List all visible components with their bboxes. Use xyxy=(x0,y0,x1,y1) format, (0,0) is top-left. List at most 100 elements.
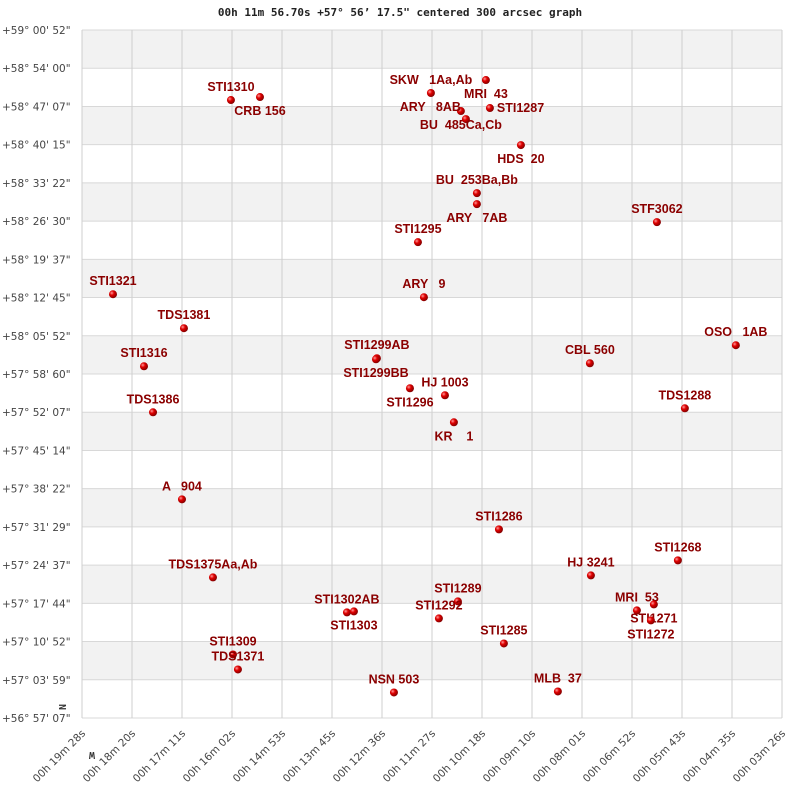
y-tick-label: +56° 57' 07" xyxy=(2,713,71,725)
star-label: HDS 20 xyxy=(497,152,544,166)
star-marker xyxy=(255,93,264,102)
star-label: MRI 53 xyxy=(615,590,659,604)
y-tick-label: +59° 00' 52" xyxy=(2,25,71,37)
star: STI1285 xyxy=(480,623,528,648)
star-label: CBL 560 xyxy=(565,343,615,357)
star: MRI 53 xyxy=(615,590,659,615)
star: STF3062 xyxy=(631,202,683,227)
star-marker xyxy=(228,650,237,659)
star: STI1292 xyxy=(415,598,463,623)
star-marker xyxy=(731,341,740,350)
star: STI1268 xyxy=(654,540,702,565)
star-marker xyxy=(434,614,443,623)
star: SKW 1Aa,Ab xyxy=(390,73,473,98)
north-marker: N xyxy=(56,704,67,710)
star: STI1299BB xyxy=(343,355,409,380)
star: MRI 43 xyxy=(464,76,508,101)
star: ARY 7AB xyxy=(446,200,507,225)
star: CBL 560 xyxy=(565,343,615,368)
star-marker xyxy=(419,293,428,302)
star-label: STI1292 xyxy=(415,598,462,612)
star-marker xyxy=(586,571,595,580)
star-label: MRI 43 xyxy=(464,87,508,101)
star: TDS1375Aa,Ab xyxy=(169,557,258,582)
star-label: NSN 503 xyxy=(369,672,420,686)
star-label: STI1309 xyxy=(209,634,256,648)
star: STI1295 xyxy=(394,222,442,247)
star-marker xyxy=(426,89,435,98)
grid-lines xyxy=(81,29,783,719)
star: MLB 37 xyxy=(534,671,582,696)
star: STI1309 xyxy=(209,634,257,659)
star: BU 485Ca,Cb xyxy=(420,107,502,132)
star-label: ARY 9 xyxy=(402,277,445,291)
star-marker xyxy=(179,324,188,333)
star-label: STI1268 xyxy=(654,540,701,554)
star-label: STI1302AB xyxy=(314,592,379,606)
star: NSN 503 xyxy=(369,672,420,697)
star: STI1272 xyxy=(627,616,675,641)
star-marker xyxy=(349,607,358,616)
star-marker xyxy=(652,218,661,227)
star-label: TDS1371 xyxy=(212,649,265,663)
star-label: STI1272 xyxy=(627,627,674,641)
y-axis-ticks: +59° 00' 52" +58° 54' 00" +58° 47' 07" +58°… xyxy=(2,25,71,725)
star: TDS1381 xyxy=(158,308,211,333)
star-marker xyxy=(494,525,503,534)
star: TDS1371 xyxy=(212,649,265,674)
star: ARY 8AB xyxy=(400,100,470,124)
y-tick-label: +57° 38' 22" xyxy=(2,484,71,496)
star: TDS1386 xyxy=(127,392,179,417)
star-label: ARY 7AB xyxy=(446,211,507,225)
star: STI1302AB xyxy=(314,592,380,617)
y-tick-label: +58° 40' 15" xyxy=(2,140,71,152)
star-marker xyxy=(632,606,641,615)
star-marker xyxy=(453,597,462,606)
star-marker xyxy=(481,76,490,85)
chart-title: 00h 11m 56.70s +57° 56’ 17.5" centered 3… xyxy=(217,6,583,19)
star-label: TDS1381 xyxy=(158,308,211,322)
star-marker xyxy=(461,115,470,124)
star: STI1310 xyxy=(207,80,255,105)
star-label: STI1296 xyxy=(386,395,433,409)
star-marker xyxy=(389,688,398,697)
y-tick-label: +58° 12' 45" xyxy=(2,293,71,305)
star-marker xyxy=(440,391,449,400)
star: KR 1 xyxy=(434,418,473,443)
star: STI1287 xyxy=(485,101,544,115)
star-marker xyxy=(485,104,494,113)
star-marker xyxy=(233,665,242,674)
star-marker xyxy=(673,556,682,565)
star-marker xyxy=(342,608,351,617)
y-tick-label: +57° 17' 44" xyxy=(2,598,71,610)
star: STI1286 xyxy=(475,509,523,534)
star-marker xyxy=(108,290,117,299)
star-label: HJ 3241 xyxy=(567,555,614,569)
star: A 904 xyxy=(162,479,202,504)
star: BU 253Ba,Bb xyxy=(436,173,518,198)
star: STI1289 xyxy=(434,581,482,606)
star-marker xyxy=(413,238,422,247)
star-marker xyxy=(499,639,508,648)
star: STI1296 xyxy=(386,384,434,409)
star-marker xyxy=(149,408,158,417)
star-marker xyxy=(405,384,414,393)
star-label: HJ 1003 xyxy=(421,375,468,389)
star: TDS1288 xyxy=(658,388,711,413)
star-label: STI1285 xyxy=(480,623,527,637)
y-tick-label: +57° 45' 14" xyxy=(2,445,71,457)
star: HJ 1003 xyxy=(421,375,469,400)
y-tick-label: +57° 24' 37" xyxy=(2,560,71,572)
star: HDS 20 xyxy=(497,141,545,166)
star-marker xyxy=(177,495,186,504)
y-tick-label: +58° 05' 52" xyxy=(2,331,71,343)
star-label: TDS1288 xyxy=(658,388,711,402)
star-label: STI1286 xyxy=(475,509,522,523)
y-tick-label: +57° 10' 52" xyxy=(2,637,71,649)
star-label: OSO 1AB xyxy=(704,325,767,339)
star-label: STI1321 xyxy=(89,274,136,288)
star-label: TDS1375Aa,Ab xyxy=(169,557,258,571)
